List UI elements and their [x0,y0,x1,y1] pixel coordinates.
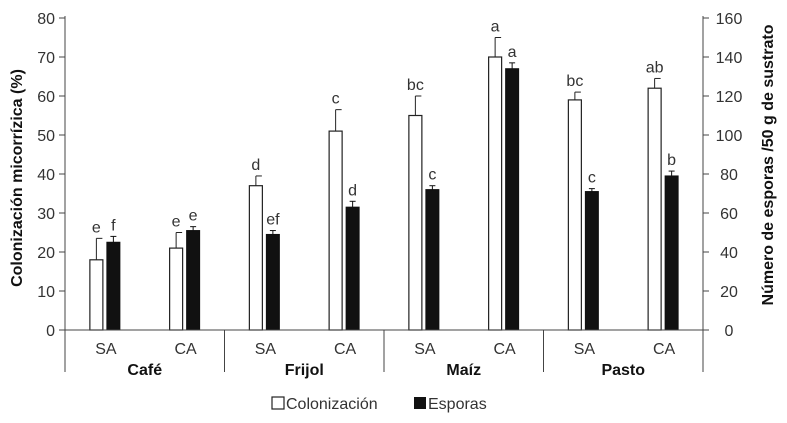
sig-letter-esporas: a [508,44,517,61]
treatment-label: CA [175,341,198,358]
sig-letter-colonizacion: e [92,219,101,236]
bar-colonizacion [248,185,263,331]
y2-tick-label: 100 [716,128,743,145]
bar-colonizacion [647,87,662,331]
sig-letter-colonizacion: ab [646,59,664,76]
legend-label-esporas: Esporas [428,396,487,413]
sig-letter-esporas: f [111,217,116,234]
bar-colonizacion [488,56,503,331]
y2-tick-label: 80 [720,167,738,184]
y-tick-label: 50 [37,128,55,145]
y-tick-label: 70 [37,50,55,67]
bar-esporas [186,230,201,331]
crop-group-label: Frijol [285,362,324,379]
y-axis-title: Colonización micorrízica (%) [9,69,26,287]
legend-swatch-colonizacion [271,396,285,410]
y-tick-label: 40 [37,167,55,184]
sig-letter-colonizacion: bc [566,73,583,90]
y2-tick-label: 0 [725,323,734,340]
bar-colonizacion [89,259,104,331]
y-tick-label: 20 [37,245,55,262]
sig-letter-colonizacion: d [251,157,260,174]
sig-letter-esporas: c [428,167,436,184]
crop-group-label: Pasto [601,362,645,379]
bar-esporas [584,191,599,331]
bar-esporas [345,206,360,331]
bar-esporas [664,175,679,331]
sig-letter-colonizacion: e [172,214,181,231]
y-tick-label: 60 [37,89,55,106]
y2-tick-label: 60 [720,206,738,223]
y2-tick-label: 140 [716,50,743,67]
sig-letter-esporas: e [189,208,198,225]
legend: Colonización Esporas [271,396,487,413]
y2-tick-label: 120 [716,89,743,106]
bar-esporas [505,68,520,331]
y-tick-label: 30 [37,206,55,223]
bar-esporas [425,189,440,331]
treatment-label: SA [255,341,277,358]
y2-axis-title: Número de esporas /50 g de sustrato [760,24,777,305]
sig-letter-esporas: b [667,152,676,169]
y-tick-label: 10 [37,284,55,301]
legend-swatch-esporas [414,397,426,409]
y-tick-label: 80 [37,11,55,28]
treatment-label: CA [494,341,517,358]
treatment-label: CA [653,341,676,358]
bar-esporas [265,233,280,331]
y2-tick-label: 20 [720,284,738,301]
sig-letter-colonizacion: c [332,91,340,108]
bar-colonizacion [408,114,423,331]
sig-letter-esporas: ef [266,212,280,229]
crop-group-label: Café [127,362,162,379]
treatment-label: SA [414,341,436,358]
legend-label-colonizacion: Colonización [286,396,378,413]
sig-letter-esporas: c [588,170,596,187]
sig-letter-colonizacion: bc [407,77,424,94]
crop-group-label: Maíz [446,362,481,379]
treatment-label: SA [95,341,117,358]
bar-colonizacion [567,99,582,331]
treatment-label: SA [574,341,596,358]
bar-colonizacion [328,130,343,331]
bar-esporas [106,241,121,331]
treatment-label: CA [334,341,357,358]
bar-colonizacion [169,247,184,331]
y2-tick-label: 160 [716,11,743,28]
sig-letter-esporas: d [348,182,357,199]
sig-letter-colonizacion: a [491,19,500,36]
y2-tick-label: 40 [720,245,738,262]
y-tick-label: 0 [46,323,55,340]
